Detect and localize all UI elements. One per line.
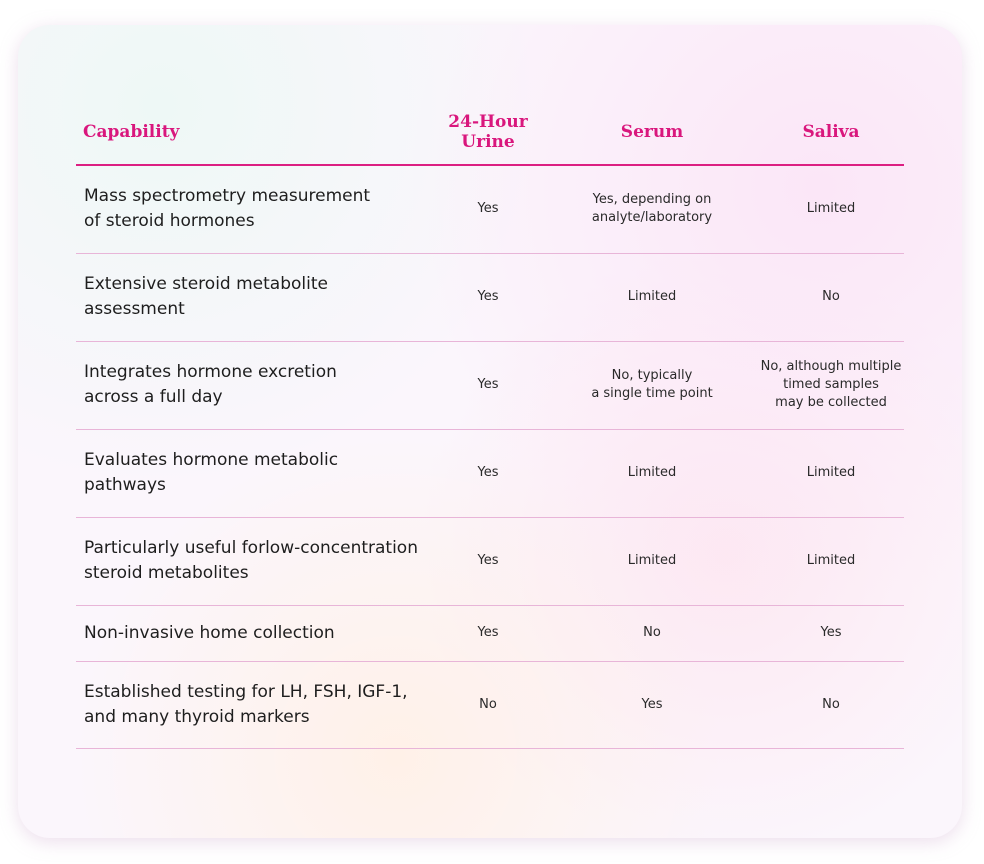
- table-row: Particularly useful forlow-concentration…: [76, 517, 904, 606]
- value-cell: Limited: [758, 165, 904, 254]
- value-cell: Yes: [430, 341, 546, 430]
- table-body: Mass spectrometry measurement of steroid…: [76, 165, 904, 749]
- value-cell: Yes: [546, 661, 758, 749]
- value-cell: Limited: [758, 429, 904, 518]
- table-row: Extensive steroid metabolite assessment Y…: [76, 253, 904, 342]
- capability-cell: Mass spectrometry measurement of steroid…: [76, 165, 430, 254]
- header-row: Capability 24-Hour Urine Serum Saliva: [76, 100, 904, 166]
- value-cell: Limited: [546, 517, 758, 606]
- table-row: Non-invasive home collection Yes No Yes: [76, 605, 904, 662]
- capability-cell: Non-invasive home collection: [76, 605, 430, 662]
- column-header: Serum: [546, 100, 758, 166]
- value-cell: Limited: [758, 517, 904, 606]
- table-row: Established testing for LH, FSH, IGF-1, …: [76, 661, 904, 749]
- capability-cell: Established testing for LH, FSH, IGF-1, …: [76, 661, 430, 749]
- capability-cell: Particularly useful forlow-concentration…: [76, 517, 430, 606]
- table-row: Mass spectrometry measurement of steroid…: [76, 165, 904, 254]
- capability-cell: Extensive steroid metabolite assessment: [76, 253, 430, 342]
- capability-cell: Evaluates hormone metabolic pathways: [76, 429, 430, 518]
- column-header: Capability: [76, 100, 430, 166]
- column-header: Saliva: [758, 100, 904, 166]
- value-cell: Yes, depending on analyte/laboratory: [546, 165, 758, 254]
- table-row: Evaluates hormone metabolic pathways Yes L…: [76, 429, 904, 518]
- value-cell: No: [546, 605, 758, 662]
- value-cell: No: [758, 253, 904, 342]
- value-cell: Yes: [758, 605, 904, 662]
- value-cell: Yes: [430, 429, 546, 518]
- value-cell: No, typically a single time point: [546, 341, 758, 430]
- comparison-table: Capability 24-Hour Urine Serum Saliva Mass …: [76, 100, 904, 749]
- table-row: Integrates hormone excretion across a fu…: [76, 341, 904, 430]
- value-cell: No: [758, 661, 904, 749]
- capability-cell: Integrates hormone excretion across a fu…: [76, 341, 430, 430]
- value-cell: No: [430, 661, 546, 749]
- value-cell: Yes: [430, 605, 546, 662]
- value-cell: Yes: [430, 253, 546, 342]
- column-header: 24-Hour Urine: [430, 100, 546, 166]
- value-cell: Limited: [546, 253, 758, 342]
- value-cell: Limited: [546, 429, 758, 518]
- value-cell: Yes: [430, 517, 546, 606]
- value-cell: Yes: [430, 165, 546, 254]
- value-cell: No, although multiple timed samples may …: [758, 341, 904, 430]
